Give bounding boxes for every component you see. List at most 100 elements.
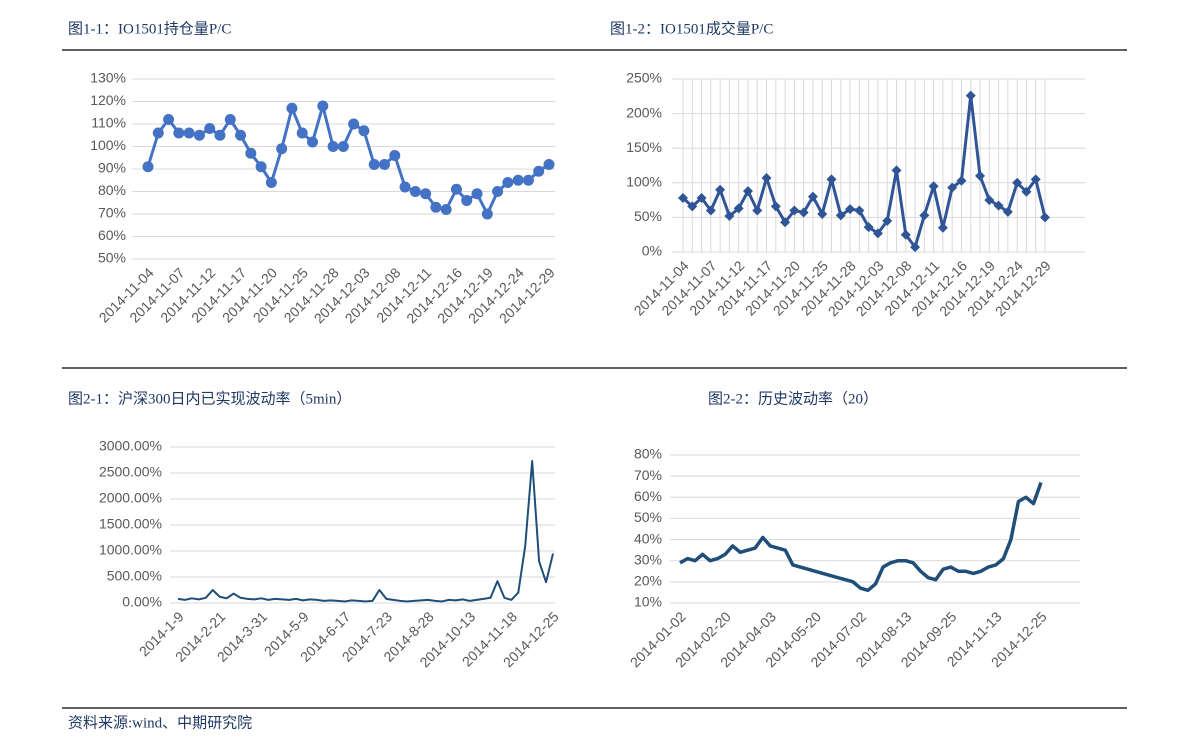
marker [420, 188, 432, 200]
line [146, 104, 550, 216]
y-tick-label: 3000.00% [99, 438, 162, 454]
marker [863, 222, 874, 233]
y-tick-label: 120% [90, 92, 126, 108]
marker [399, 181, 411, 193]
marker [235, 129, 247, 141]
y-tick-label: 10% [634, 594, 662, 610]
y-tick-label: 30% [634, 551, 662, 567]
marker [276, 143, 288, 155]
marker [265, 177, 277, 188]
marker [543, 159, 555, 170]
marker [687, 201, 698, 212]
marker [789, 205, 800, 216]
marker [327, 141, 339, 152]
marker [348, 118, 360, 130]
marker [224, 114, 236, 125]
chart-title: 图2-1：沪深300日内已实现波动率（5min） [68, 390, 351, 407]
y-tick-label: 80% [98, 182, 126, 198]
marker [193, 129, 205, 141]
marker [761, 172, 772, 183]
marker [780, 217, 791, 228]
marker [696, 193, 707, 204]
y-tick-label: 100% [90, 137, 126, 153]
y-tick-label: 1500.00% [99, 516, 162, 532]
y-tick-label: 100% [626, 174, 662, 190]
y-tick-label: 200% [626, 104, 662, 120]
marker [891, 165, 902, 176]
marker [512, 174, 524, 186]
marker [471, 188, 483, 200]
marker [910, 242, 921, 253]
marker [807, 191, 818, 202]
marker [142, 161, 154, 173]
y-tick-label: 50% [634, 509, 662, 525]
y-tick-label: 40% [634, 530, 662, 546]
marker [854, 205, 865, 216]
marker [1040, 212, 1050, 223]
line [681, 94, 1047, 249]
marker [286, 102, 298, 114]
marker [993, 200, 1004, 211]
marker [255, 161, 267, 173]
marker [430, 201, 442, 213]
y-tick-label: 20% [634, 573, 662, 589]
marker [502, 177, 514, 188]
marker [900, 229, 911, 240]
marker [826, 174, 837, 185]
y-tick-label: 90% [98, 160, 126, 176]
y-tick-label: 500.00% [107, 568, 162, 584]
marker [317, 100, 329, 112]
y-tick-label: 250% [626, 70, 662, 86]
marker [163, 114, 175, 125]
marker [984, 195, 995, 206]
line [177, 460, 554, 603]
marker [705, 205, 716, 216]
marker [214, 129, 226, 141]
y-tick-label: 2500.00% [99, 464, 162, 480]
marker [492, 186, 504, 197]
marker [1002, 206, 1013, 217]
marker [919, 210, 930, 221]
y-tick-label: 60% [634, 488, 662, 504]
marker [183, 127, 195, 139]
marker [835, 210, 846, 221]
marker [1021, 186, 1032, 197]
marker [378, 159, 390, 170]
marker [204, 123, 216, 134]
y-tick-label: 150% [626, 139, 662, 155]
y-tick-label: 70% [634, 467, 662, 483]
y-tick-label: 110% [91, 115, 126, 131]
marker [533, 165, 545, 177]
marker [368, 159, 380, 170]
y-tick-label: 50% [634, 208, 662, 224]
marker [724, 211, 735, 222]
marker [845, 204, 856, 215]
marker [928, 181, 939, 192]
y-tick-label: 60% [98, 227, 126, 243]
y-tick-label: 1000.00% [99, 542, 162, 558]
marker [733, 203, 744, 214]
marker [522, 174, 534, 186]
marker [715, 184, 726, 195]
marker [389, 150, 401, 161]
marker [358, 125, 370, 137]
y-tick-label: 2000.00% [99, 490, 162, 506]
y-tick-label: 50% [98, 250, 126, 266]
marker [1012, 177, 1023, 188]
chart-title: 图1-1：IO1501持仓量P/C [68, 20, 231, 37]
marker [742, 186, 753, 197]
y-tick-label: 70% [98, 205, 126, 221]
y-tick-label: 0% [642, 243, 662, 259]
marker [152, 127, 164, 139]
marker [798, 207, 809, 218]
marker [1030, 174, 1041, 185]
marker [409, 186, 421, 197]
marker [975, 170, 986, 181]
marker [307, 136, 319, 148]
marker [817, 208, 828, 219]
y-tick-label: 80% [634, 446, 662, 462]
marker [956, 175, 967, 186]
y-tick-label: 130% [90, 70, 126, 86]
chart-title: 图2-2：历史波动率（20） [708, 390, 878, 407]
